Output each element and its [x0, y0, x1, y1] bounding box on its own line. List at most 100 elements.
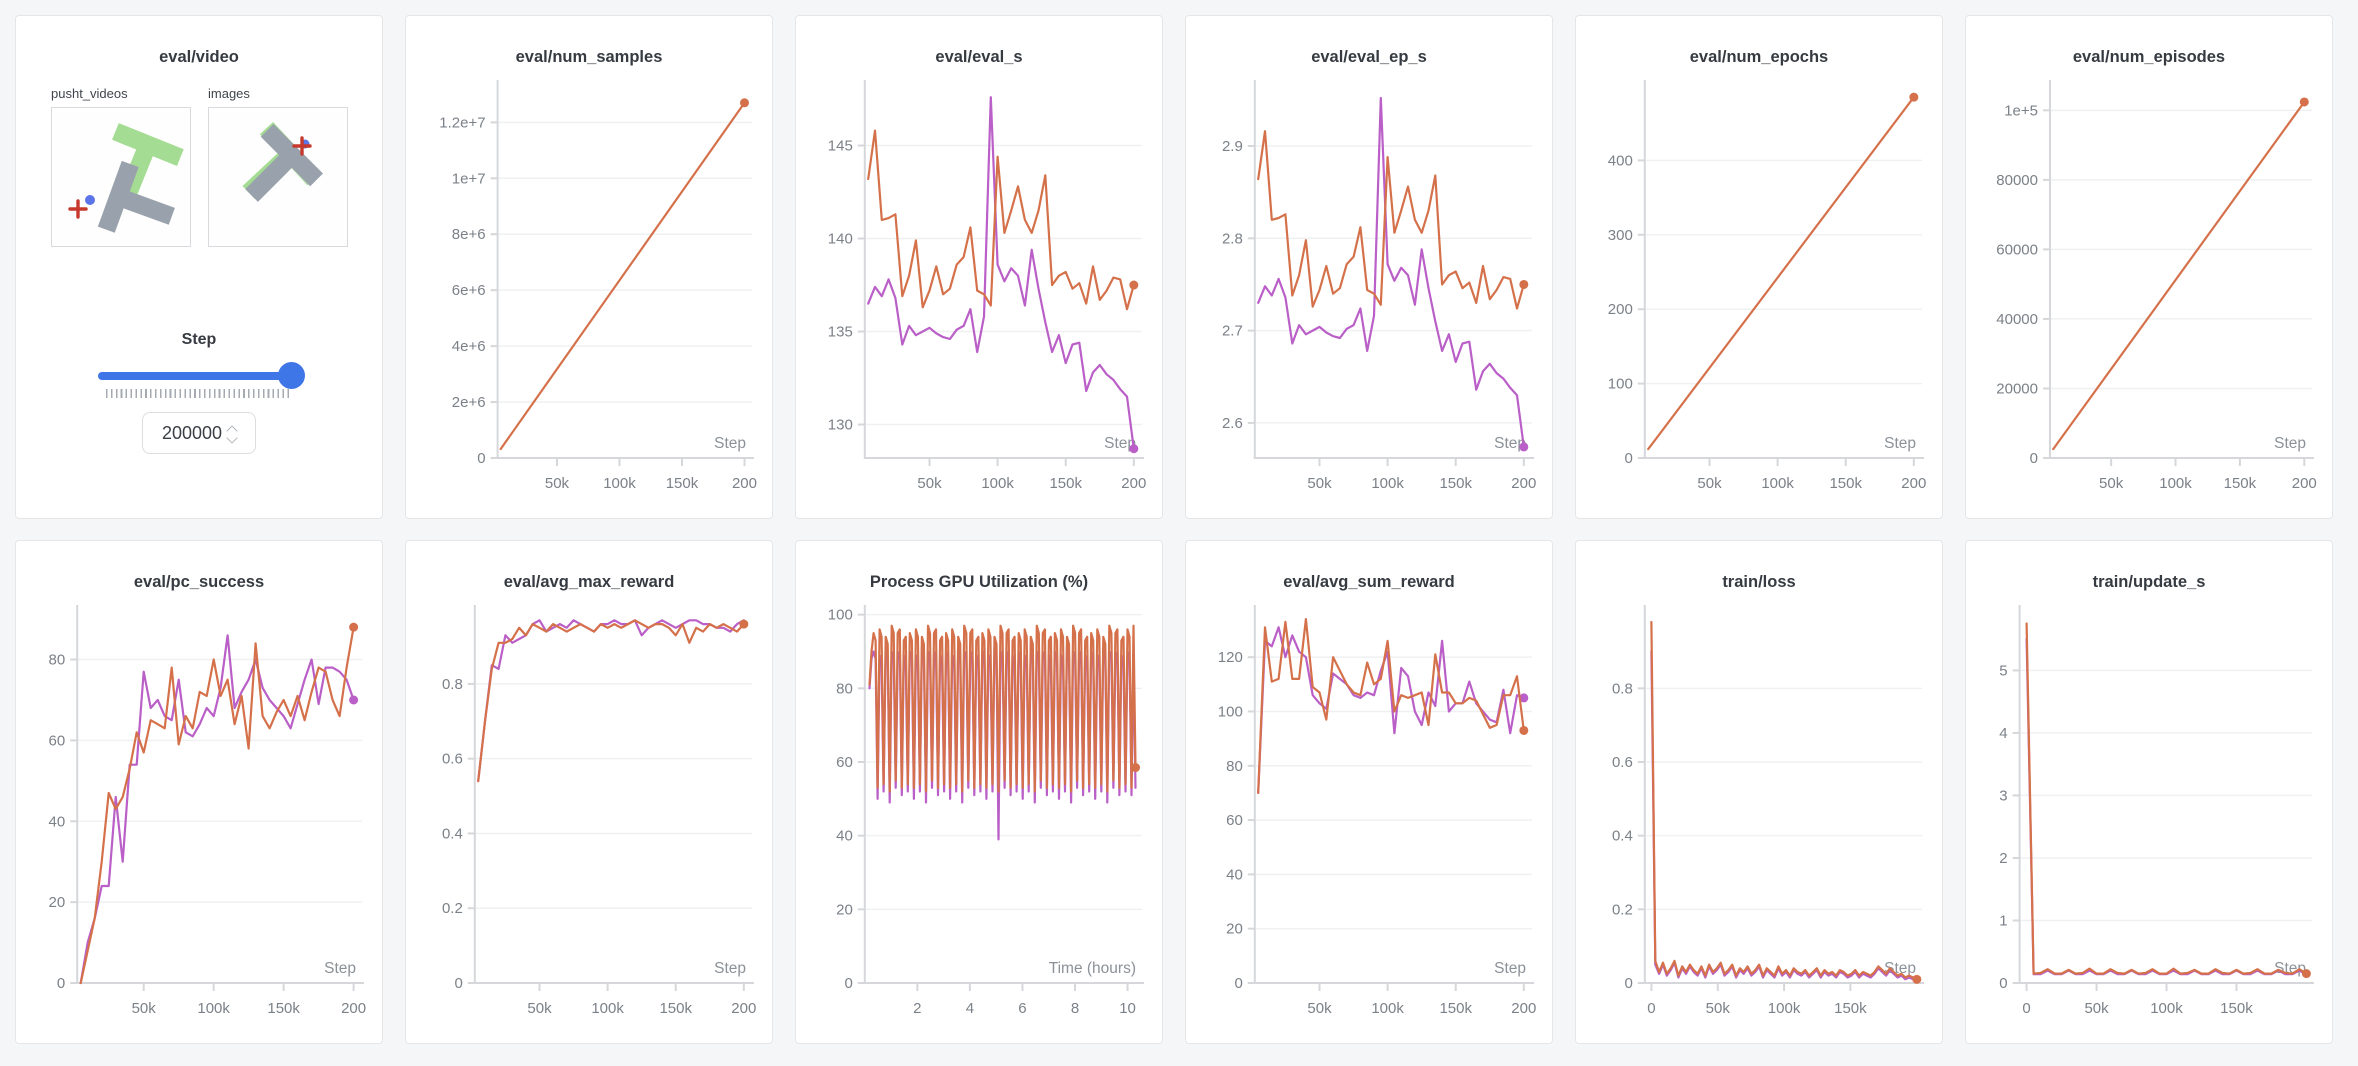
svg-text:Step: Step: [1104, 435, 1136, 452]
svg-text:1e+7: 1e+7: [452, 170, 486, 187]
svg-text:2: 2: [913, 1000, 921, 1017]
svg-text:120: 120: [1218, 649, 1243, 666]
step-slider[interactable]: [97, 362, 305, 389]
chart-eval-eval-s[interactable]: 130 135 140 145 50k 100k 150k 200 Step: [796, 72, 1164, 520]
svg-text:80: 80: [49, 652, 66, 669]
gray-t-shape: [97, 160, 175, 233]
svg-text:80: 80: [1226, 758, 1243, 775]
svg-text:100: 100: [1218, 703, 1243, 720]
chart-title: eval/num_episodes: [2072, 48, 2226, 66]
svg-text:100k: 100k: [2159, 475, 2192, 492]
video-label-pusht: pusht_videos: [51, 86, 128, 101]
svg-text:Time (hours): Time (hours): [1049, 960, 1136, 977]
svg-text:Step: Step: [324, 960, 356, 977]
svg-text:150k: 150k: [2220, 1000, 2253, 1017]
panel-eval-video: eval/video pusht_videos: [15, 15, 383, 519]
svg-text:150k: 150k: [1829, 475, 1862, 492]
svg-text:200: 200: [1608, 301, 1633, 318]
step-slider-ticks: [106, 389, 292, 398]
svg-text:150k: 150k: [1834, 1000, 1867, 1017]
svg-text:40000: 40000: [1996, 311, 2038, 328]
agent-dot: [85, 195, 95, 205]
svg-text:0.4: 0.4: [1612, 828, 1633, 845]
svg-text:200: 200: [731, 1000, 756, 1017]
svg-text:100k: 100k: [1371, 475, 1404, 492]
svg-text:2.7: 2.7: [1222, 323, 1243, 340]
panel-eval-eval-ep-s: eval/eval_ep_s 2.6 2.7 2.8 2.9 50k 100k 150k 20…: [1185, 15, 1553, 519]
chart-eval-eval-ep-s[interactable]: 2.6 2.7 2.8 2.9 50k 100k 150k 200 Step: [1186, 72, 1554, 520]
chart-title: train/update_s: [2092, 573, 2206, 591]
svg-text:60: 60: [836, 754, 853, 771]
svg-text:60: 60: [1226, 812, 1243, 829]
svg-text:0.2: 0.2: [442, 900, 463, 917]
chart-eval-avg-max-reward[interactable]: 0 0.2 0.4 0.6 0.8 50k 100k 150k 200 Step: [406, 597, 774, 1045]
svg-text:4: 4: [1999, 725, 2007, 742]
chart-eval-avg-sum-reward[interactable]: 0 20 40 60 80 100 120 50k 100k 150k 200 Step: [1186, 597, 1554, 1045]
step-stepper[interactable]: [226, 424, 238, 444]
chart-title: Process GPU Utilization (%): [869, 573, 1089, 591]
svg-text:8e+6: 8e+6: [452, 226, 486, 243]
svg-text:20: 20: [1226, 921, 1243, 938]
video-thumbnail-pusht[interactable]: [51, 107, 191, 247]
svg-text:50k: 50k: [2084, 1000, 2109, 1017]
svg-text:200: 200: [1901, 475, 1926, 492]
svg-text:4e+6: 4e+6: [452, 338, 486, 355]
svg-text:50k: 50k: [545, 475, 570, 492]
chart-eval-num-epochs[interactable]: 0 100 200 300 400 50k 100k 150k 200 Step: [1576, 72, 1944, 520]
step-input-value[interactable]: 200000: [161, 422, 223, 443]
svg-text:Step: Step: [2274, 435, 2306, 452]
chart-title: eval/avg_max_reward: [503, 573, 675, 591]
panel-eval-num-samples: eval/num_samples 0 2e+6 4e+6 6e+6 8e+6 1e+7 1.…: [405, 15, 773, 519]
gray-t-shape: [245, 124, 323, 202]
chart-title: eval/num_epochs: [1689, 48, 1829, 66]
chart-title: eval/eval_s: [935, 48, 1023, 66]
step-slider-track[interactable]: [97, 372, 301, 380]
svg-text:40: 40: [49, 813, 66, 830]
video-panel-title: eval/video: [159, 48, 239, 66]
svg-text:0: 0: [1234, 975, 1242, 992]
svg-text:20: 20: [49, 894, 66, 911]
chart-gpu-utilization[interactable]: 0 20 40 60 80 100 2 4 6 8 10 Time (hours): [796, 597, 1164, 1045]
svg-text:150k: 150k: [1439, 1000, 1472, 1017]
svg-text:60000: 60000: [1996, 241, 2038, 258]
video-thumbnails-row: pusht_videos: [16, 86, 382, 247]
step-input[interactable]: 200000: [142, 412, 256, 454]
svg-text:0: 0: [2022, 1000, 2030, 1017]
svg-text:40: 40: [836, 828, 853, 845]
svg-text:0: 0: [1624, 975, 1632, 992]
svg-text:20000: 20000: [1996, 380, 2038, 397]
step-slider-thumb[interactable]: [277, 362, 305, 389]
panel-train-loss: train/loss 0 0.2 0.4 0.6 0.8 0 50k 100k 150k Step: [1575, 540, 1943, 1044]
svg-text:100k: 100k: [1371, 1000, 1404, 1017]
svg-text:Step: Step: [714, 960, 746, 977]
svg-text:40: 40: [1226, 866, 1243, 883]
video-thumbnail-images[interactable]: [208, 107, 348, 247]
svg-text:60: 60: [49, 732, 66, 749]
step-decrement-icon[interactable]: [226, 432, 238, 444]
svg-text:200: 200: [1511, 1000, 1536, 1017]
svg-text:0.6: 0.6: [1612, 754, 1633, 771]
chart-title: eval/pc_success: [133, 573, 265, 591]
video-label-images: images: [208, 86, 250, 101]
svg-text:100k: 100k: [981, 475, 1014, 492]
chart-eval-num-samples[interactable]: 0 2e+6 4e+6 6e+6 8e+6 1e+7 1.2e+7 50k 100k 150k 20…: [406, 72, 774, 520]
svg-text:0: 0: [454, 975, 462, 992]
svg-text:50k: 50k: [1706, 1000, 1731, 1017]
svg-text:200: 200: [732, 475, 757, 492]
svg-text:100: 100: [828, 607, 853, 624]
panel-train-update-s: train/update_s 0 1 2 3 4 5 0 50k 100k 150k Step: [1965, 540, 2333, 1044]
svg-text:200: 200: [341, 1000, 366, 1017]
svg-text:0.4: 0.4: [442, 825, 463, 842]
svg-text:0: 0: [2030, 450, 2038, 467]
svg-text:80000: 80000: [1996, 172, 2038, 189]
chart-eval-num-episodes[interactable]: 0 20000 40000 60000 80000 1e+5 50k 100k 150k 200 S…: [1966, 72, 2334, 520]
panel-eval-num-episodes: eval/num_episodes 0 20000 40000 60000 80000 1…: [1965, 15, 2333, 519]
images-video-frame: [242, 121, 323, 202]
panel-eval-pc-success: eval/pc_success 0 20 40 60 80 50k 100k 150k 200 S…: [15, 540, 383, 1044]
svg-text:0.8: 0.8: [442, 676, 463, 693]
chart-eval-pc-success[interactable]: 0 20 40 60 80 50k 100k 150k 200 Step: [16, 597, 384, 1045]
svg-text:0: 0: [1624, 450, 1632, 467]
